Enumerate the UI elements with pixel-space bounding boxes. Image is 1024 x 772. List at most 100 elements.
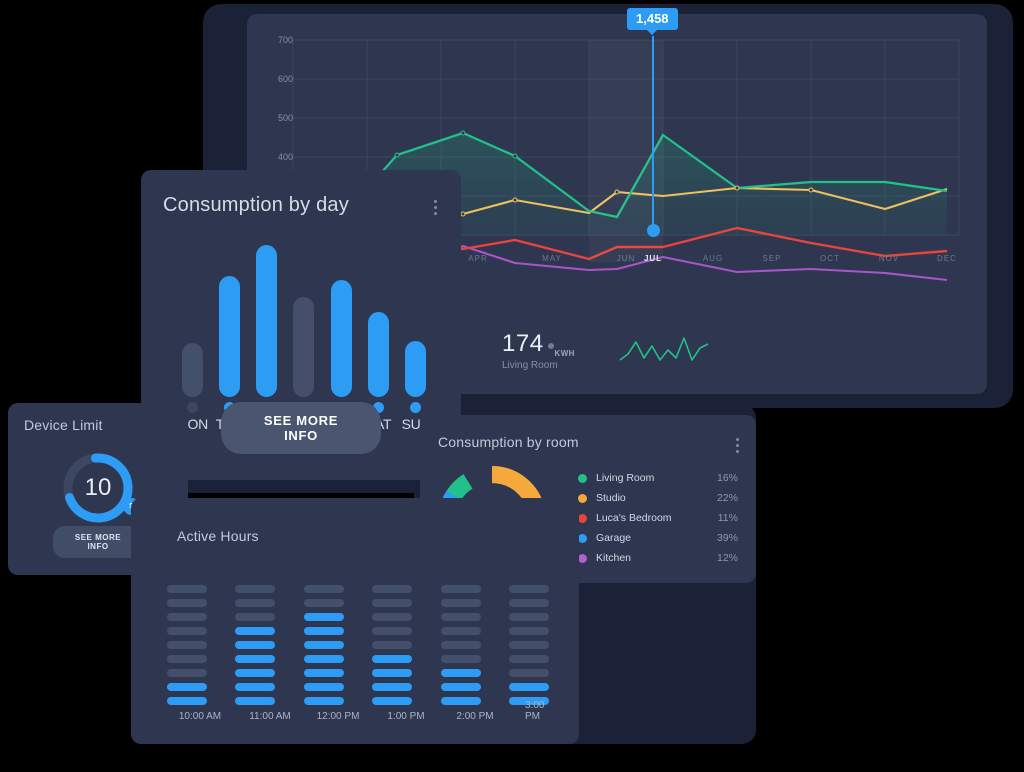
legend-percent: 16% [716, 472, 738, 484]
hour-segment [508, 683, 549, 691]
hour-segment [303, 641, 344, 649]
hour-segment [372, 599, 413, 607]
device-limit-title: Device Limit [24, 417, 103, 433]
hour-segment [235, 613, 276, 621]
hour-segment [235, 655, 276, 663]
hour-segment [235, 683, 276, 691]
active-hours-card: Active Hours [131, 498, 579, 744]
legend-dot-icon [578, 553, 587, 563]
day-card-title: Consumption by day [163, 194, 349, 216]
y-tick-400: 400 [277, 152, 293, 162]
legend-item-living-room[interactable]: Living Room 16% [578, 468, 738, 488]
hour-label-10am: 10:00 AM [178, 711, 222, 722]
day-bar-fri [330, 280, 352, 397]
see-more-info-button[interactable]: SEE MORE INFO [221, 402, 381, 454]
stat-sparkline [619, 336, 709, 361]
hour-segment [167, 655, 207, 663]
hour-column-12pm[interactable] [302, 573, 346, 705]
hour-segment [440, 669, 481, 677]
x-tick-nov[interactable]: NOV [878, 254, 900, 263]
hour-segment [440, 641, 481, 649]
hour-column-11am[interactable] [233, 573, 277, 705]
hour-segment [508, 655, 549, 663]
hour-segment [372, 641, 413, 649]
y-tick-600: 600 [277, 74, 293, 84]
x-tick-jun[interactable]: JUN [616, 254, 636, 263]
hour-segment [167, 599, 207, 607]
hour-segment [235, 585, 276, 593]
legend-label: Luca's Bedroom [596, 512, 672, 524]
legend-item-lucas-bedroom[interactable]: Luca's Bedroom 11% [578, 508, 738, 528]
day-bar-sun [405, 341, 427, 397]
active-hours-grid [165, 573, 551, 705]
hour-segment [167, 585, 207, 593]
day-bar-chart: MON TUE WED THU FRI [176, 242, 431, 432]
hour-segment [235, 697, 276, 705]
hour-segment [372, 669, 413, 677]
chart-cursor-dot[interactable] [647, 224, 660, 237]
hour-segment [508, 599, 549, 607]
hour-label-2pm: 2:00 PM [456, 711, 494, 722]
day-bar-sat [368, 312, 390, 397]
legend-label: Living Room [596, 472, 655, 484]
day-bar-tue [218, 276, 240, 397]
hour-segment [440, 683, 481, 691]
consumption-by-day-card: Consumption by day MON TUE WED THU [141, 170, 461, 480]
legend-label: Kitchen [596, 552, 632, 564]
hour-segment [372, 613, 413, 621]
hour-label-11am: 11:00 AM [249, 711, 291, 722]
chart-cursor-line[interactable] [652, 36, 654, 230]
hour-segment [440, 599, 481, 607]
hour-segment [440, 697, 481, 705]
hour-segment [303, 613, 344, 621]
hour-segment [167, 669, 207, 677]
gauge-ring [63, 453, 133, 523]
hour-segment [303, 627, 344, 635]
y-tick-500: 500 [277, 113, 293, 123]
hour-segment [303, 655, 344, 663]
x-tick-apr[interactable]: APR [468, 254, 488, 263]
device-limit-see-more-button[interactable]: SEE MORE INFO [53, 526, 143, 558]
hour-segment [440, 655, 481, 663]
hour-segment [303, 669, 344, 677]
kebab-menu-icon[interactable] [433, 200, 437, 215]
legend-item-kitchen[interactable]: Kitchen 12% [578, 548, 738, 568]
day-pip-sun [410, 402, 422, 413]
legend-item-studio[interactable]: Studio 22% [578, 488, 738, 508]
hour-segment [303, 585, 344, 593]
stat-dot-icon [547, 343, 554, 349]
hour-label-12pm: 12:00 PM [316, 711, 360, 722]
x-tick-oct[interactable]: OCT [820, 254, 840, 263]
legend-percent: 39% [716, 532, 738, 544]
legend-percent: 22% [716, 492, 738, 504]
hour-segment [508, 669, 549, 677]
hour-segment [167, 627, 207, 635]
x-tick-dec[interactable]: DEC [937, 254, 957, 263]
hour-segment [372, 655, 413, 663]
device-limit-value: 10 [84, 474, 112, 501]
hour-segment [167, 697, 207, 705]
hour-column-10am[interactable] [165, 573, 209, 705]
hour-column-2pm[interactable] [439, 573, 483, 705]
x-tick-aug[interactable]: AUG [702, 254, 724, 263]
hour-segment [303, 599, 344, 607]
hour-column-3pm[interactable] [507, 573, 551, 705]
x-tick-jul[interactable]: JUL [643, 254, 663, 263]
legend-dot-icon [578, 513, 587, 523]
kebab-menu-icon[interactable] [735, 438, 739, 453]
legend-dot-icon [578, 473, 587, 483]
active-hours-title: Active Hours [177, 528, 259, 544]
day-bar-wed [256, 245, 278, 397]
hour-label-1pm: 1:00 PM [387, 711, 425, 722]
x-tick-may[interactable]: MAY [542, 254, 562, 263]
y-tick-700: 700 [277, 35, 293, 45]
day-pip-sat [373, 402, 385, 413]
hour-segment [372, 585, 413, 593]
legend-item-garage[interactable]: Garage 39% [578, 528, 738, 548]
day-bar-thu [293, 297, 315, 397]
hour-label-3pm: 3:00 PM [525, 700, 545, 722]
hour-segment [235, 627, 276, 635]
x-tick-sep[interactable]: SEP [762, 254, 782, 263]
hour-column-1pm[interactable] [370, 573, 414, 705]
